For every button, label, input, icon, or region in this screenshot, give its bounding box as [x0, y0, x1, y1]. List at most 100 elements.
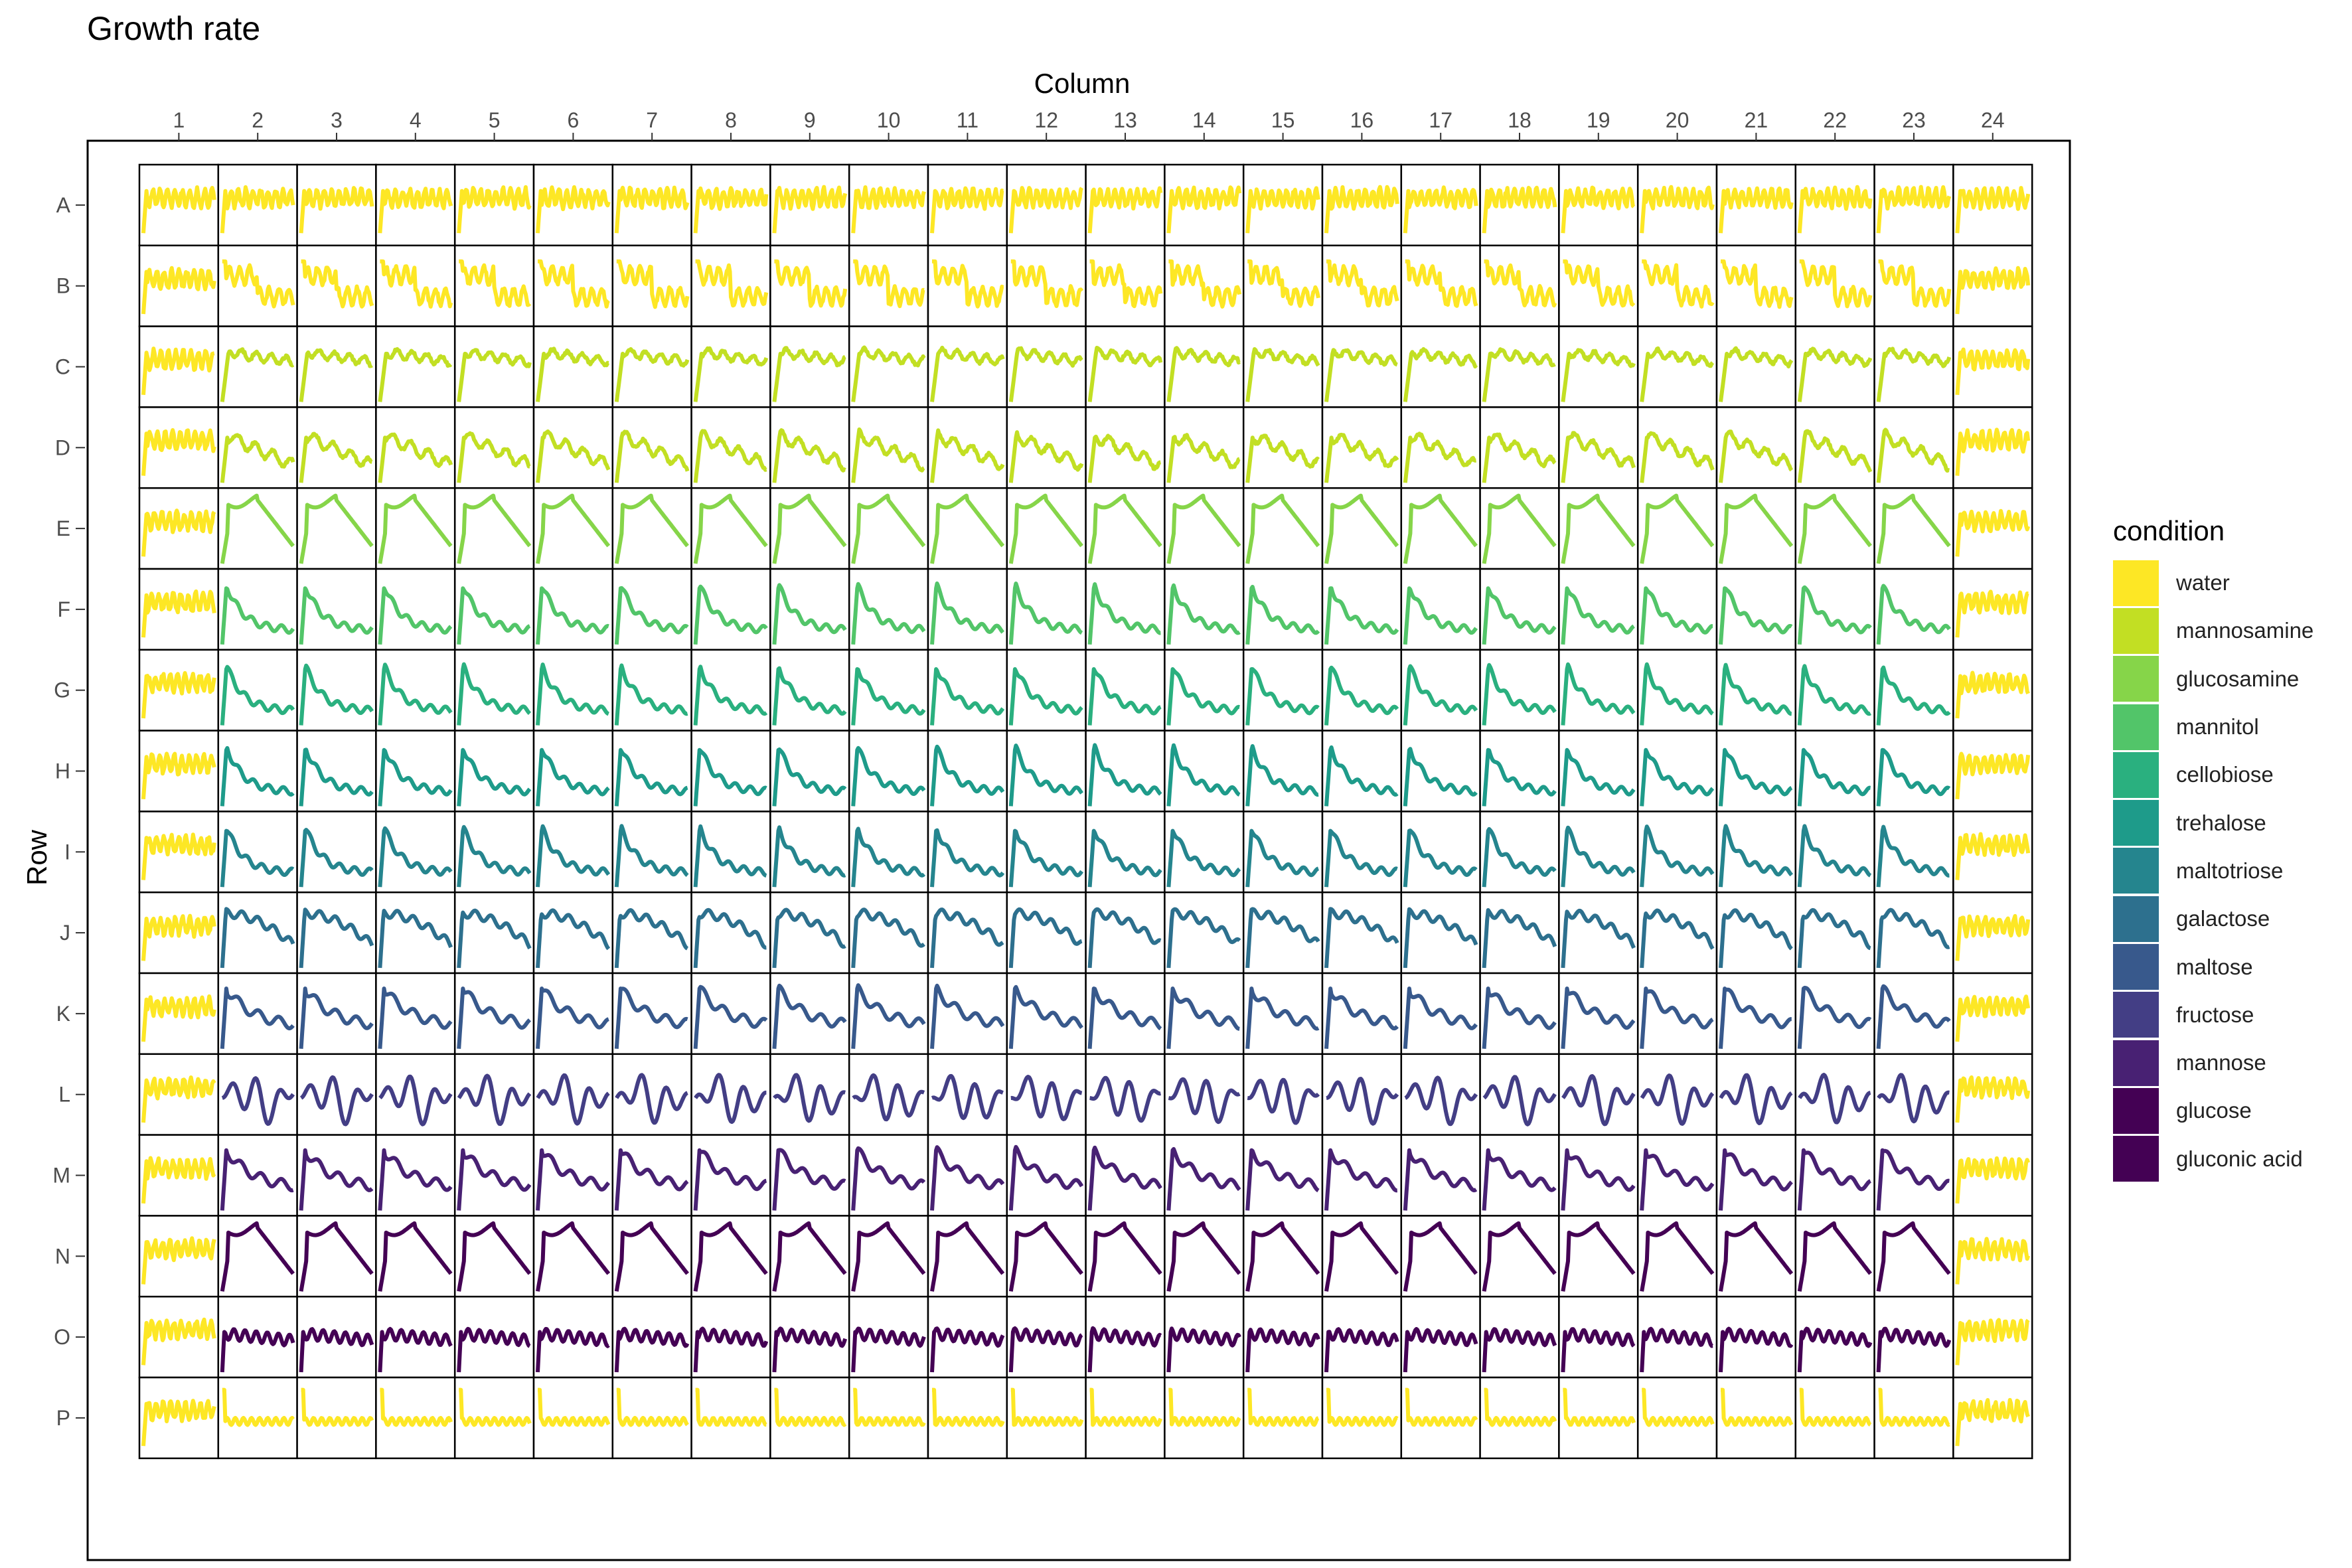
growth-rate-line [536, 185, 611, 234]
growth-rate-line [220, 1221, 295, 1292]
growth-rate-line [220, 986, 295, 1049]
growth-rate-line [1325, 259, 1399, 308]
growth-rate-line [299, 1148, 374, 1211]
growth-rate-line [1087, 582, 1162, 645]
growth-rate-line [693, 984, 768, 1049]
well-panel-frame [1558, 325, 1639, 408]
growth-rate-line [694, 1073, 767, 1124]
growth-rate-line [1010, 1387, 1084, 1427]
growth-rate-line [1955, 1318, 2030, 1366]
well-panel [1242, 811, 1324, 894]
growth-rate-line [930, 667, 1005, 726]
well-panel [1636, 1295, 1718, 1379]
growth-rate-line [1798, 1387, 1872, 1427]
growth-rate-line [693, 1221, 768, 1292]
well-panel [690, 1295, 771, 1379]
well-panel [217, 568, 298, 651]
well-panel [1085, 811, 1166, 894]
well-panel [690, 244, 771, 327]
growth-rate-line [1008, 493, 1083, 564]
well-panel [769, 1215, 850, 1298]
well-panel-frame [1006, 891, 1087, 975]
well-panel [1794, 325, 1875, 408]
legend-key [2113, 896, 2159, 942]
well-panel-frame [1873, 811, 1954, 894]
growth-rate-line [1008, 1144, 1084, 1211]
well-panel [296, 972, 377, 1056]
well-panel [1479, 1376, 1560, 1460]
growth-rate-line [300, 259, 374, 309]
growth-rate-line [851, 582, 926, 645]
well-panel [1321, 649, 1403, 732]
legend-key [2113, 800, 2159, 846]
well-panel [1636, 1376, 1718, 1460]
well-panel [1085, 568, 1166, 651]
legend-item: cellobiose [2113, 751, 2313, 799]
growth-rate-line [1403, 586, 1478, 645]
well-panel [1085, 972, 1166, 1056]
growth-rate-line [220, 1148, 295, 1211]
well-panel [138, 1376, 220, 1460]
growth-rate-line [299, 1327, 374, 1373]
well-panel [769, 1134, 850, 1217]
well-panel [375, 1376, 456, 1460]
well-panel-frame [1558, 1134, 1639, 1217]
well-panel [1479, 1215, 1560, 1298]
well-panel [1321, 891, 1403, 975]
growth-rate-line [693, 493, 768, 564]
well-panel-frame [927, 1134, 1008, 1217]
well-panel [1085, 649, 1166, 732]
well-panel-frame [1242, 1053, 1324, 1136]
well-panel [1558, 730, 1639, 813]
growth-rate-line [457, 493, 532, 564]
well-panel [769, 811, 850, 894]
legend-item: glucose [2113, 1087, 2313, 1135]
well-panel [1558, 1295, 1639, 1379]
growth-rate-line [930, 1221, 1005, 1292]
well-panel [1479, 325, 1560, 408]
well-panel [1479, 487, 1560, 570]
growth-rate-line [693, 346, 769, 402]
growth-rate-line [1955, 1075, 2031, 1123]
well-panel-frame [1164, 406, 1245, 489]
well-panel [848, 1376, 929, 1460]
growth-rate-line [1640, 346, 1715, 402]
x-tick-label: 14 [1192, 108, 1216, 132]
growth-rate-line [1324, 1327, 1399, 1373]
well-panel [1873, 811, 1954, 894]
growth-rate-line [299, 1075, 374, 1127]
growth-rate-line [378, 586, 453, 645]
growth-rate-line [1876, 584, 1951, 645]
growth-rate-line [536, 824, 611, 888]
well-panel-frame [532, 649, 614, 732]
growth-rate-line [930, 744, 1005, 807]
growth-rate-line [378, 986, 453, 1049]
growth-rate-line [1797, 493, 1872, 564]
growth-rate-line [930, 493, 1005, 564]
growth-rate-line [1325, 1077, 1399, 1126]
growth-rate-line [299, 828, 374, 888]
well-panel-frame [1006, 568, 1087, 651]
well-panel-frame [453, 811, 535, 894]
chart-title: Growth rate [87, 10, 261, 47]
growth-rate-line [852, 259, 925, 309]
well-panel-frame [1400, 568, 1481, 651]
x-tick-label: 10 [877, 108, 901, 132]
well-panel [1794, 406, 1875, 489]
growth-rate-line [378, 187, 453, 234]
well-panel [1952, 1376, 2033, 1460]
well-panel [375, 649, 456, 732]
well-panel [1006, 730, 1087, 813]
growth-rate-line [1089, 1387, 1163, 1427]
growth-rate-line [1561, 747, 1636, 807]
well-panel [848, 1053, 929, 1136]
well-panel-frame [1479, 568, 1560, 651]
growth-rate-line [930, 581, 1005, 645]
growth-rate-line [220, 185, 295, 234]
well-panel [1952, 325, 2033, 408]
well-panel-frame [217, 811, 298, 894]
well-panel [296, 325, 377, 408]
growth-rate-line [1797, 907, 1872, 969]
well-panel-frame [1479, 649, 1560, 732]
growth-rate-line [536, 663, 610, 726]
